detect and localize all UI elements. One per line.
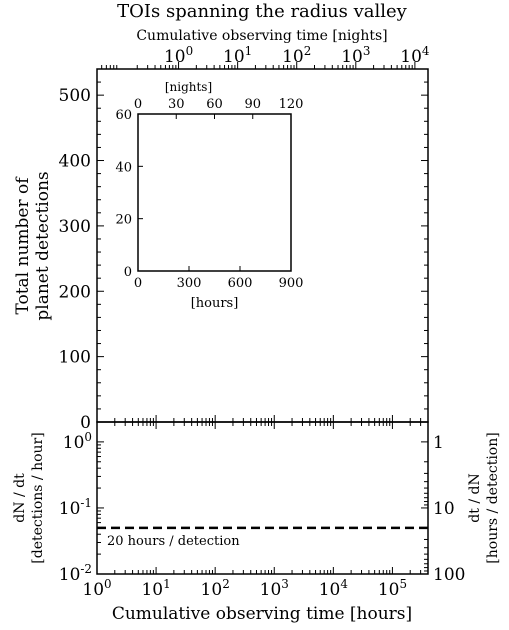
bottom-xtick-label: 103 [260,577,289,600]
inset-ytick-label: 40 [115,160,132,175]
bottom-ytick-label: 10-2 [59,562,92,585]
inset-xtick-label: 300 [177,276,202,291]
top-xtick-nights-label: 101 [223,44,252,67]
bottom-right-ytick-label: 10 [433,499,455,519]
bottom-ytick-label: 10-1 [59,496,92,519]
top-axis-label: Cumulative observing time [nights] [136,28,387,44]
inset-xtick-label: 0 [134,276,142,291]
inset-plot-frame [137,113,292,272]
chart-title: TOIs spanning the radius valley [117,1,408,22]
bottom-panel: 100 101 102 103 104 105 10-2 10-1 100 1 10 100 20 ho… [12,418,501,600]
inset-ytick-label: 60 [115,108,132,123]
inset-ytick-label: 20 [115,213,132,228]
inset-xtick-label: 900 [279,276,304,291]
bottom-right-ytick-label: 100 [433,565,465,585]
top-ytick-label: 300 [59,217,91,237]
top-ytick-label: 100 [59,348,91,368]
top-plot-frame [96,68,429,423]
inset-top-xtick-label: 30 [168,97,185,112]
bottom-xtick-label: 100 [82,577,111,600]
top-xtick-nights-label: 103 [341,44,370,67]
bottom-xtick-label: 105 [378,577,407,600]
bottom-right-y-axis-label: dt / dN [hours / detection] [467,432,501,563]
top-y-axis-label: Total number ofplanet detections [13,171,53,320]
top-ytick-label: 500 [59,86,91,106]
top-ytick-label: 400 [59,152,91,172]
inset-top-xtick-label: 120 [279,97,304,112]
bottom-xtick-label: 102 [201,577,230,600]
bottom-xtick-label: 104 [319,577,348,600]
inset-x-axis-label: [hours] [191,296,239,311]
bottom-plot-frame [96,421,429,575]
top-ytick-label: 0 [80,413,91,433]
inset-top-xtick-label: 90 [244,97,261,112]
inset-top-xtick-label: 0 [134,97,142,112]
top-xtick-nights-label: 102 [282,44,311,67]
bottom-axis-label: Cumulative observing time [hours] [112,604,412,624]
top-xtick-nights-label: 104 [400,44,429,67]
bottom-ytick-label: 100 [63,430,92,453]
bottom-xtick-label: 101 [141,577,170,600]
bottom-y-axis-label: dN / dt [detections / hour] [12,432,46,563]
inset-xtick-label: 600 [228,276,253,291]
inset-ytick-label: 0 [124,265,132,280]
reference-line-label: 20 hours / detection [107,534,240,549]
top-ytick-label: 200 [59,282,91,302]
inset-top-xtick-label: 60 [206,97,223,112]
bottom-right-ytick-label: 1 [433,433,444,453]
inset-top-axis-label: [nights] [165,80,212,94]
top-xtick-nights-label: 100 [164,44,193,67]
